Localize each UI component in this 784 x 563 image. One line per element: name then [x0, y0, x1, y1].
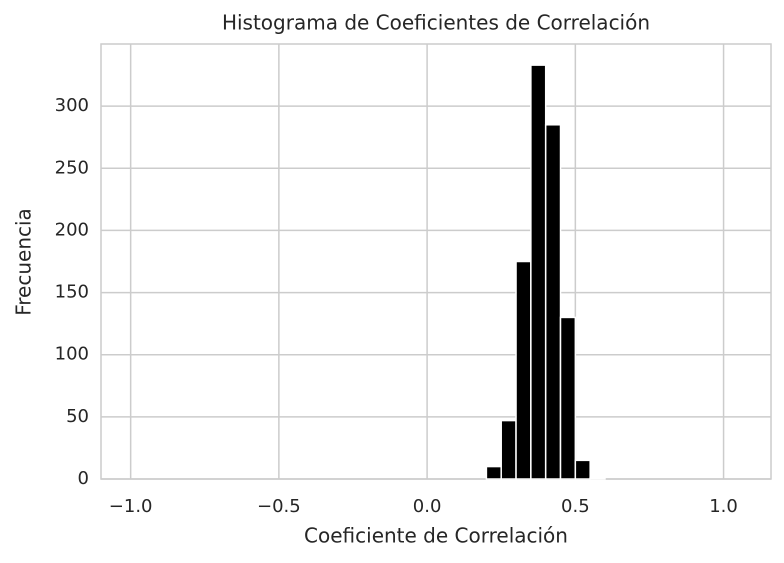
histogram-bar — [544, 124, 562, 480]
y-tick-label: 100 — [55, 344, 89, 365]
chart-title: Histograma de Coeficientes de Correlació… — [222, 11, 650, 35]
y-axis-label: Frecuencia — [12, 208, 36, 316]
y-tick-label: 250 — [55, 157, 89, 178]
x-tick-label: 1.0 — [709, 496, 738, 517]
histogram-bar — [559, 316, 577, 480]
histogram-bar — [485, 465, 502, 480]
histogram-bar — [589, 477, 606, 480]
y-tick-label: 50 — [66, 406, 89, 427]
y-tick-label: 300 — [55, 95, 89, 116]
y-tick-label: 150 — [55, 282, 89, 303]
x-tick-label: 0.0 — [413, 496, 442, 517]
x-tick-label: 0.5 — [561, 496, 590, 517]
histogram-bar — [574, 459, 591, 480]
histogram-bar — [515, 260, 532, 480]
plot-frame — [100, 43, 772, 480]
x-tick-label: −1.0 — [109, 496, 153, 517]
y-tick-label: 200 — [55, 219, 89, 240]
x-tick-label: −0.5 — [257, 496, 301, 517]
histogram-bar — [500, 419, 517, 480]
y-tick-label: 0 — [78, 468, 89, 489]
histogram-bar — [530, 64, 547, 480]
x-axis-label: Coeficiente de Correlación — [304, 524, 568, 548]
